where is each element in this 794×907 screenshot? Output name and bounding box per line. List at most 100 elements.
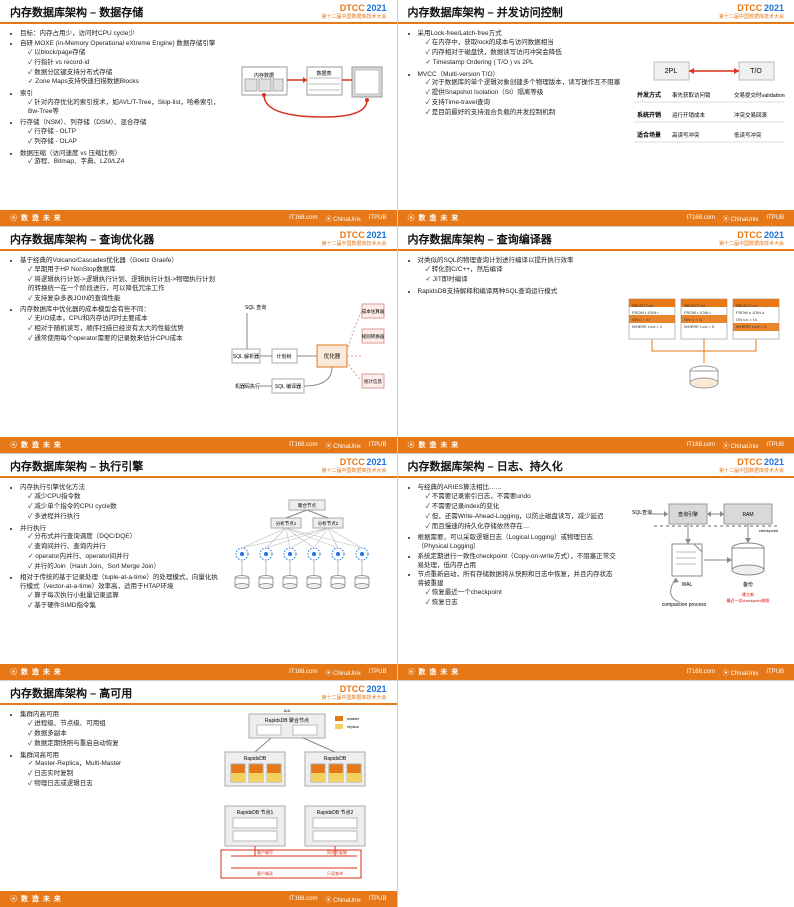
footer-logo: ITPUB bbox=[369, 215, 387, 221]
bullet: 采用Lock-free/Latch-free方式在内存中，获取lock的成本与访… bbox=[418, 30, 629, 67]
footer-logos: IT168.com⦿ ChinaUnixITPUB bbox=[289, 895, 386, 904]
footer-logos: IT168.com⦿ ChinaUnixITPUB bbox=[687, 668, 784, 677]
svg-text:备份: 备份 bbox=[743, 581, 753, 588]
footer-logos: IT168.com⦿ ChinaUnixITPUB bbox=[289, 214, 386, 223]
svg-text:分析节点2: 分析节点2 bbox=[317, 520, 338, 527]
sub-bullet: 查询间并行、查询内并行 bbox=[28, 543, 221, 552]
slide-title: 内存数据库架构 – 查询优化器 bbox=[10, 231, 154, 247]
svg-text:只读查询: 只读查询 bbox=[327, 870, 343, 876]
svg-text:compaction process: compaction process bbox=[662, 602, 707, 608]
sub-bullet: 进程级、节点级、可用组 bbox=[28, 720, 181, 729]
svg-text:高读写冲突: 高读写冲突 bbox=[672, 131, 700, 139]
slide: 内存数据库架构 – 并发访问控制 DTCC 2021 第十二届中国数据库技术大会… bbox=[398, 0, 794, 226]
diagram-column: RapidsDB 聚合节点 master replica A/A RapidsD… bbox=[187, 711, 387, 885]
slide-header: 内存数据库架构 – 查询编译器 DTCC 2021 第十二届中国数据库技术大会 bbox=[398, 227, 794, 251]
slide-footer: 数 造 未 来 IT168.com⦿ ChinaUnixITPUB bbox=[0, 664, 397, 680]
svg-text:FROM s JOIN s: FROM s JOIN s bbox=[736, 310, 764, 315]
bullet-text: 采用Lock-free/Latch-free方式 bbox=[418, 30, 502, 37]
slide-title: 内存数据库架构 – 并发访问控制 bbox=[408, 4, 563, 20]
bullet: MVCC（Multi-version T/O）对于数据库的单个逻辑对象创建多个物… bbox=[418, 71, 629, 118]
svg-text:SQL查询: SQL查询 bbox=[632, 509, 652, 516]
footer-slogan: 数 造 未 来 bbox=[408, 213, 460, 223]
sub-bullet: Master-Replica，Multi-Master bbox=[28, 760, 181, 769]
sub-bullet: 物理日志或逻辑日志 bbox=[28, 780, 181, 789]
sub-bullet: 日志实时复制 bbox=[28, 770, 181, 779]
svg-text:SQL 编译器: SQL 编译器 bbox=[274, 383, 300, 390]
footer-logo: ITPUB bbox=[369, 442, 387, 448]
sub-bullet: Zone Maps支持快速扫描数据Blocks bbox=[28, 78, 231, 87]
sub-bullet: 通常使用每个operator需要的记录数来估计CPU成本 bbox=[28, 335, 221, 344]
bullet: 与经典的ARIES算法相比……不需要记录索引日志，不需要undo不需要记录ind… bbox=[418, 484, 619, 531]
footer-logo: IT168.com bbox=[687, 669, 715, 675]
svg-text:RapidsDB 聚合节点: RapidsDB 聚合节点 bbox=[265, 717, 309, 724]
svg-text:运行开销成本: 运行开销成本 bbox=[672, 111, 706, 119]
bullet-text: 索引 bbox=[20, 90, 33, 97]
diagram-column: 聚合节点 分析节点1 分析节点2 bbox=[227, 484, 387, 658]
bullet: 并行执行分布式并行查询调度（DQC/DQE）查询间并行、查询内并行operato… bbox=[20, 525, 221, 572]
bullet: 索引针对内存优化的索引技术，如AVL/T-Tree，Skip-list，哈希索引… bbox=[20, 90, 231, 116]
sub-bullet: 行指针 vs record-id bbox=[28, 59, 231, 68]
slide: 内存数据库架构 – 数据存储 DTCC 2021 第十二届中国数据库技术大会 目… bbox=[0, 0, 397, 226]
svg-text:建立新: 建立新 bbox=[742, 591, 754, 597]
sub-bullet: 行存储 - OLTP bbox=[28, 128, 231, 137]
sub-bullet: Timestamp Ordering ( T/O ) vs 2PL bbox=[426, 59, 629, 68]
footer-logos: IT168.com⦿ ChinaUnixITPUB bbox=[687, 441, 784, 450]
bullet: 集群内高可用进程级、节点级、可用组数据多副本数据定期快照与重启自动恢复 bbox=[20, 711, 181, 748]
svg-text:RapidsDB 节点1: RapidsDB 节点1 bbox=[236, 810, 273, 816]
svg-text:聚合节点: 聚合节点 bbox=[298, 502, 316, 509]
footer-logo: IT168.com bbox=[289, 669, 317, 675]
sub-bullet: JIT即时编译 bbox=[426, 276, 619, 285]
svg-text:FROM r JOIN t: FROM r JOIN t bbox=[684, 310, 712, 315]
bullet-text: MVCC（Multi-version T/O） bbox=[418, 71, 500, 78]
slide-header: 内存数据库架构 – 高可用 DTCC 2021 第十二届中国数据库技术大会 bbox=[0, 681, 397, 705]
footer-logo: ITPUB bbox=[766, 442, 784, 448]
footer-logo: ITPUB bbox=[369, 896, 387, 902]
sub-bullet: 以block/page存储 bbox=[28, 49, 231, 58]
svg-text:数据表: 数据表 bbox=[316, 70, 331, 77]
bullet-text: 并行执行 bbox=[20, 525, 46, 532]
svg-text:2PL: 2PL bbox=[665, 68, 678, 75]
sub-bullet: 对于数据库的单个逻辑对象创建多个物理版本，读写操作互不阻塞 bbox=[426, 79, 629, 88]
bullet: 内存执行引擎优化方法减少CPU指令数减少单个指令的CPU cycle数多进程并行… bbox=[20, 484, 221, 521]
slide-header: 内存数据库架构 – 查询优化器 DTCC 2021 第十二届中国数据库技术大会 bbox=[0, 227, 397, 251]
footer-logo: ITPUB bbox=[766, 215, 784, 221]
sub-bullet: 并行的Join（Hash Join、Sort Merge Join） bbox=[28, 563, 221, 572]
sub-bullet: 支持Time-travel查询 bbox=[426, 99, 629, 108]
svg-text:计划树: 计划树 bbox=[276, 353, 291, 360]
bullet-text: 内存数据库中优化器的成本模型会有些不同： bbox=[20, 306, 150, 313]
conference-logo: DTCC 2021 第十二届中国数据库技术大会 bbox=[719, 231, 784, 247]
footer-logos: IT168.com⦿ ChinaUnixITPUB bbox=[289, 441, 386, 450]
svg-text:优化器: 优化器 bbox=[323, 352, 340, 360]
svg-text:机器码执行: 机器码执行 bbox=[235, 383, 260, 390]
sub-bullet: 早期用于HP NonStop数据库 bbox=[28, 266, 221, 275]
bullet: 自研 MOXE (in-Memory Operational eXtreme E… bbox=[20, 40, 231, 87]
footer-logos: IT168.com⦿ ChinaUnixITPUB bbox=[289, 668, 386, 677]
conference-logo: DTCC 2021 第十二届中国数据库技术大会 bbox=[321, 685, 386, 701]
sub-bullet: 基于硬件SIMD指令集 bbox=[28, 602, 221, 611]
footer-slogan: 数 造 未 来 bbox=[10, 440, 62, 450]
footer-logo: IT168.com bbox=[687, 215, 715, 221]
bullet: 内存数据库中优化器的成本模型会有些不同：无I/O成本，CPU和内存访问时主要成本… bbox=[20, 306, 221, 343]
footer-slogan: 数 造 未 来 bbox=[10, 894, 62, 904]
svg-text:查询引擎: 查询引擎 bbox=[678, 511, 698, 518]
footer-logo: ⦿ ChinaUnix bbox=[325, 214, 360, 223]
svg-text:最近一次checkpoint快照: 最近一次checkpoint快照 bbox=[726, 597, 769, 603]
svg-text:SELECT b,t: SELECT b,t bbox=[684, 303, 706, 308]
svg-text:RapidsDB: RapidsDB bbox=[323, 756, 346, 762]
svg-text:A/A: A/A bbox=[283, 708, 290, 713]
svg-text:SQL 查询: SQL 查询 bbox=[245, 304, 266, 311]
execution-diagram: 聚合节点 分析节点1 分析节点2 bbox=[227, 496, 387, 646]
svg-text:ON r.j = t.j: ON r.j = t.j bbox=[684, 317, 702, 322]
footer-slogan: 数 造 未 来 bbox=[10, 213, 62, 223]
sub-bullet: 列存储 - OLAP bbox=[28, 138, 231, 147]
svg-text:ON t.i = t.i: ON t.i = t.i bbox=[632, 317, 650, 322]
slide-body: 目标：内存占用少，访问时CPU cycle少自研 MOXE (in-Memory… bbox=[0, 24, 397, 210]
bullet: 相对于传统的基于记录处理（tuple-at-a-time）的处理模式，向量化执行… bbox=[20, 574, 221, 610]
sub-bullet: 转化到C/C++，然后编译 bbox=[426, 266, 619, 275]
bullet-column: 目标：内存占用少，访问时CPU cycle少自研 MOXE (in-Memory… bbox=[10, 30, 231, 204]
svg-text:适合场景: 适合场景 bbox=[637, 131, 661, 139]
sub-bullet: 数据分区键支持分布式存储 bbox=[28, 69, 231, 78]
slide-footer: 数 造 未 来 IT168.com⦿ ChinaUnixITPUB bbox=[0, 437, 397, 453]
bullet-text: 与经典的ARIES算法相比…… bbox=[418, 484, 503, 491]
sub-bullet: 数据多副本 bbox=[28, 730, 181, 739]
